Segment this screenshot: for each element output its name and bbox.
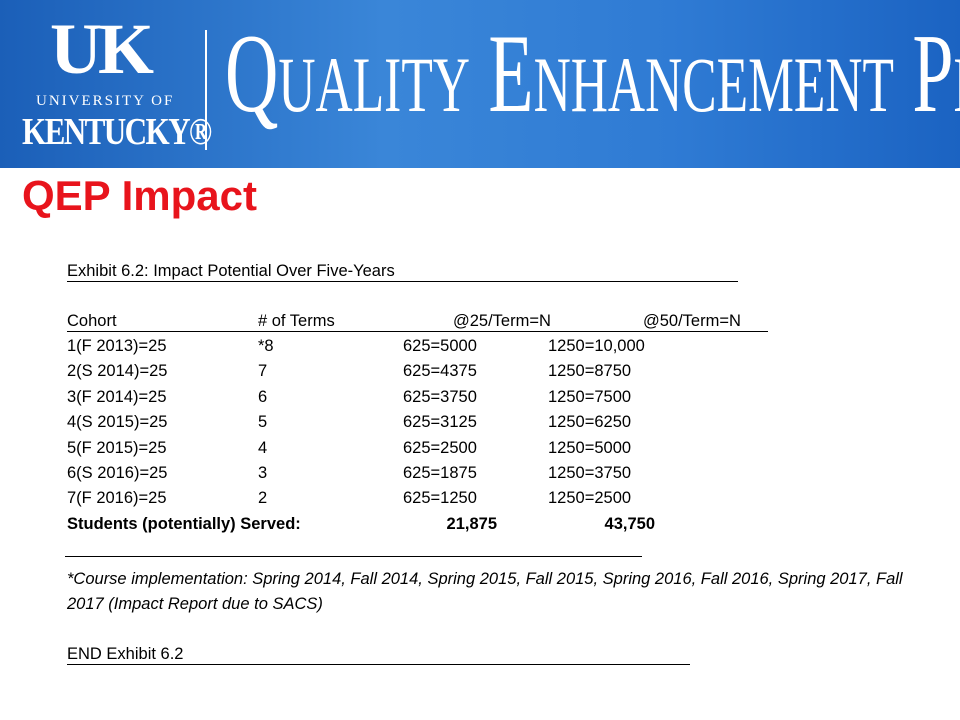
table-cell: 1250=3750	[548, 464, 632, 482]
table-cell: *8	[258, 337, 274, 355]
totals-label: Students (potentially) Served:	[67, 514, 301, 533]
table-cell: 625=1250	[403, 489, 477, 508]
column-header: @50/Term=N	[643, 312, 741, 330]
table-cell: 1250=5000	[548, 438, 632, 457]
table-cell: 625=5000	[403, 337, 477, 355]
column-header: Cohort	[67, 312, 117, 330]
column-header: # of Terms	[258, 312, 335, 330]
logo-line: KENTUCKY®	[22, 111, 212, 153]
logo-line: UNIVERSITY OF	[36, 93, 175, 109]
table-cell: 1250=2500	[548, 489, 632, 508]
table-cell: 5(F 2015)=25	[67, 438, 167, 457]
table-cell: 625=4375	[403, 362, 477, 381]
table-cell: 5	[258, 413, 268, 432]
divider	[205, 30, 207, 150]
table-cell: 7(F 2016)=25	[67, 489, 167, 508]
column-header: @25/Term=N	[453, 312, 551, 330]
table-cell: 2(S 2014)=25	[67, 362, 168, 381]
separator	[65, 556, 642, 557]
table-cell: 1250=8750	[548, 362, 632, 381]
footnote: *Course implementation: Spring 2014, Fal…	[67, 570, 903, 613]
table-cell: 1250=7500	[548, 387, 632, 406]
banner: UK UNIVERSITY OF KENTUCKY® Quality Enhan…	[0, 0, 960, 168]
table-cell: 2	[258, 489, 268, 508]
exhibit-end: END Exhibit 6.2	[67, 645, 690, 665]
table-cell: 4	[258, 438, 268, 457]
table-cell: 1250=6250	[548, 413, 632, 432]
totals-value: 43,750	[604, 514, 655, 533]
table-cell: 1(F 2013)=25	[67, 337, 167, 355]
table-cell: 4(S 2015)=25	[67, 413, 168, 432]
slide-title: QEP Impact	[22, 172, 257, 219]
table-cell: 625=1875	[403, 464, 477, 482]
totals-value: 21,875	[446, 514, 497, 533]
logo-mark: UK	[50, 9, 154, 89]
table-cell: 3	[258, 464, 268, 482]
table-cell: 6	[258, 387, 268, 406]
exhibit-title: Exhibit 6.2: Impact Potential Over Five-…	[67, 262, 738, 282]
table-cell: 1250=10,000	[548, 337, 645, 355]
table-cell: 3(F 2014)=25	[67, 387, 167, 406]
table-cell: 625=2500	[403, 438, 477, 457]
table-cell: 7	[258, 362, 268, 381]
banner-title: Quality Enhancement Plan	[225, 12, 960, 136]
table-cell: 6(S 2016)=25	[67, 464, 168, 482]
table-cell: 625=3125	[403, 413, 477, 432]
table-cell: 625=3750	[403, 387, 477, 406]
header-underline	[67, 312, 768, 332]
